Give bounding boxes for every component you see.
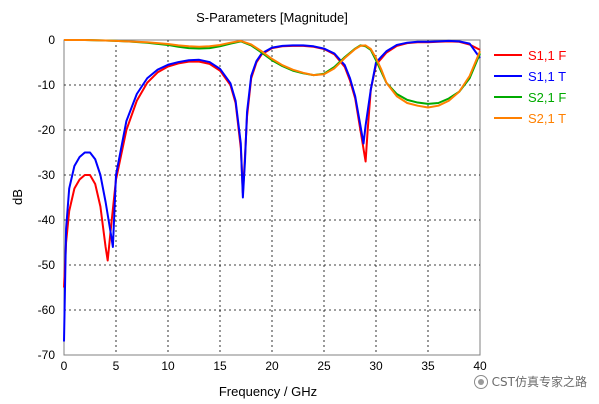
y-tick-label: -60	[38, 303, 56, 317]
y-tick-label: -10	[38, 78, 56, 92]
x-axis-title: Frequency / GHz	[219, 384, 317, 399]
legend-label: S1,1 F	[528, 48, 566, 63]
legend: S1,1 F S1,1 T S2,1 F S2,1 T	[494, 48, 566, 126]
x-tick-label: 0	[61, 359, 68, 373]
legend-label: S1,1 T	[528, 69, 566, 84]
x-tick-label: 25	[317, 359, 331, 373]
x-tick-label: 15	[213, 359, 227, 373]
ticks: 0 5 10 15 20 25 30 35 40 0 -10 -20 -30 -40 -50 -60 -70	[38, 33, 487, 373]
x-tick-label: 5	[113, 359, 120, 373]
plot-area	[63, 39, 481, 356]
series-line-2	[63, 39, 481, 342]
x-tick-label: 35	[421, 359, 435, 373]
x-tick-label: 30	[369, 359, 383, 373]
y-tick-label: -70	[38, 348, 56, 362]
legend-label: S2,1 F	[528, 90, 566, 105]
y-axis-title: dB	[10, 189, 25, 205]
y-tick-label: -30	[38, 168, 56, 182]
wechat-icon	[473, 374, 488, 389]
series-line-4	[64, 39, 481, 109]
y-tick-label: -50	[38, 258, 56, 272]
x-tick-label: 40	[473, 359, 487, 373]
series-lines	[63, 39, 481, 342]
watermark: CST仿真专家之路	[473, 373, 587, 390]
x-tick-label: 20	[265, 359, 279, 373]
grid	[64, 40, 480, 355]
y-tick-label: 0	[48, 33, 55, 47]
y-tick-label: -20	[38, 123, 56, 137]
legend-label: S2,1 T	[528, 111, 566, 126]
watermark-text: CST仿真专家之路	[491, 375, 587, 389]
chart-title: S-Parameters [Magnitude]	[196, 10, 348, 25]
y-tick-label: -40	[38, 213, 56, 227]
x-tick-label: 10	[161, 359, 175, 373]
